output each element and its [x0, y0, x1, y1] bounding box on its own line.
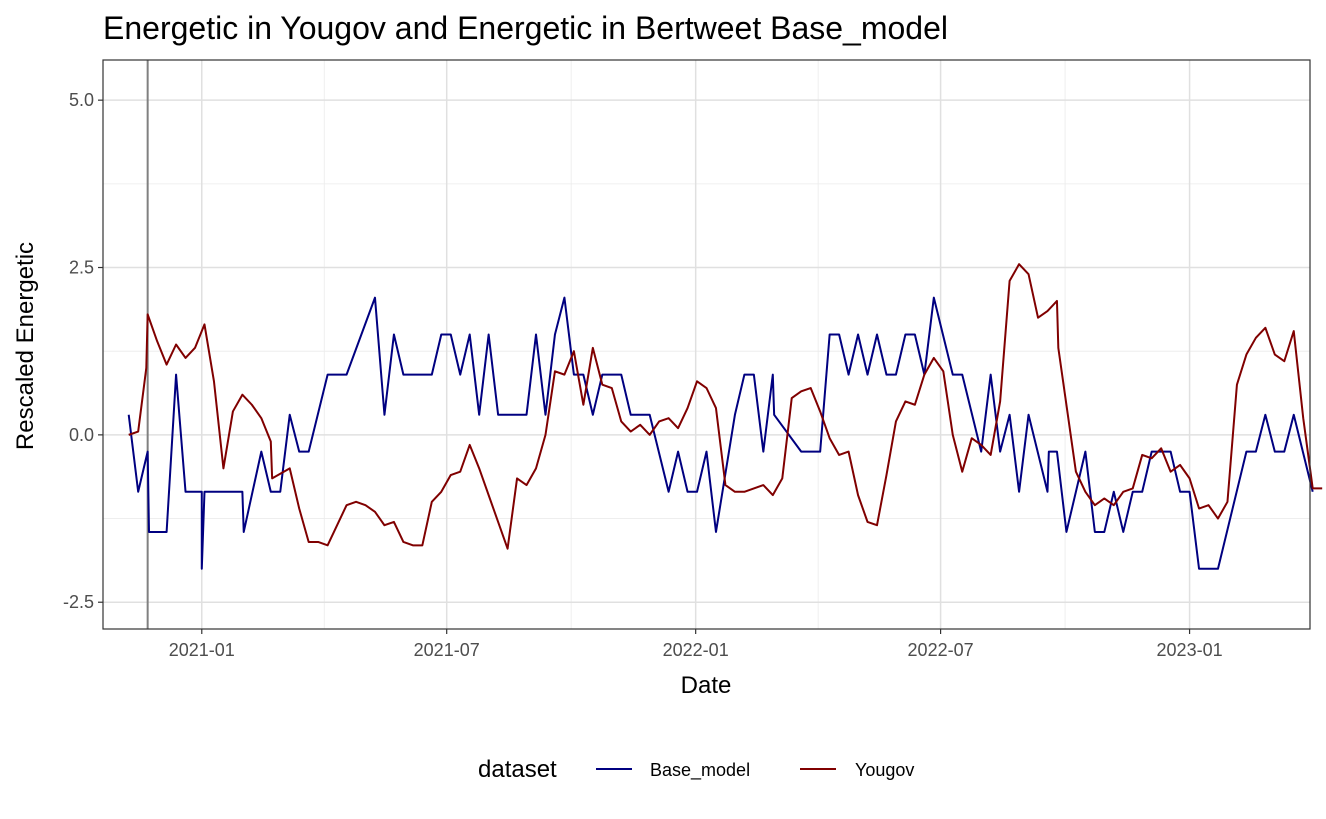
major-gridlines — [103, 60, 1310, 629]
x-tick-label: 2023-01 — [1157, 640, 1223, 660]
y-tick-label: 0.0 — [69, 425, 94, 445]
legend-entries: Base_model Yougov — [596, 760, 914, 781]
plot-panel — [102, 59, 1323, 630]
x-tick-label: 2022-07 — [908, 640, 974, 660]
series-line-base-model — [127, 296, 1314, 570]
legend: dataset Base_model Yougov — [478, 756, 914, 783]
x-tick-label: 2022-01 — [663, 640, 729, 660]
panel-background — [103, 60, 1310, 629]
x-axis-title: Date — [681, 672, 732, 699]
x-tick-label: 2021-07 — [414, 640, 480, 660]
chart-title: Energetic in Yougov and Energetic in Ber… — [103, 10, 948, 46]
y-tick-label: -2.5 — [63, 592, 94, 612]
y-tick-label: 5.0 — [69, 90, 94, 110]
y-axis: -2.5 0.0 2.5 5.0 — [63, 90, 103, 612]
series-layer — [127, 263, 1323, 570]
y-tick-label: 2.5 — [69, 258, 94, 278]
legend-title: dataset — [478, 756, 557, 783]
legend-label-yougov: Yougov — [855, 760, 914, 780]
series-line-yougov — [128, 263, 1323, 550]
x-tick-label: 2021-01 — [169, 640, 235, 660]
y-axis-title: Rescaled Energetic — [12, 242, 39, 450]
panel-border — [102, 59, 1311, 630]
x-axis: 2021-01 2021-07 2022-01 2022-07 2023-01 — [169, 629, 1223, 660]
legend-label-base-model: Base_model — [650, 760, 750, 781]
